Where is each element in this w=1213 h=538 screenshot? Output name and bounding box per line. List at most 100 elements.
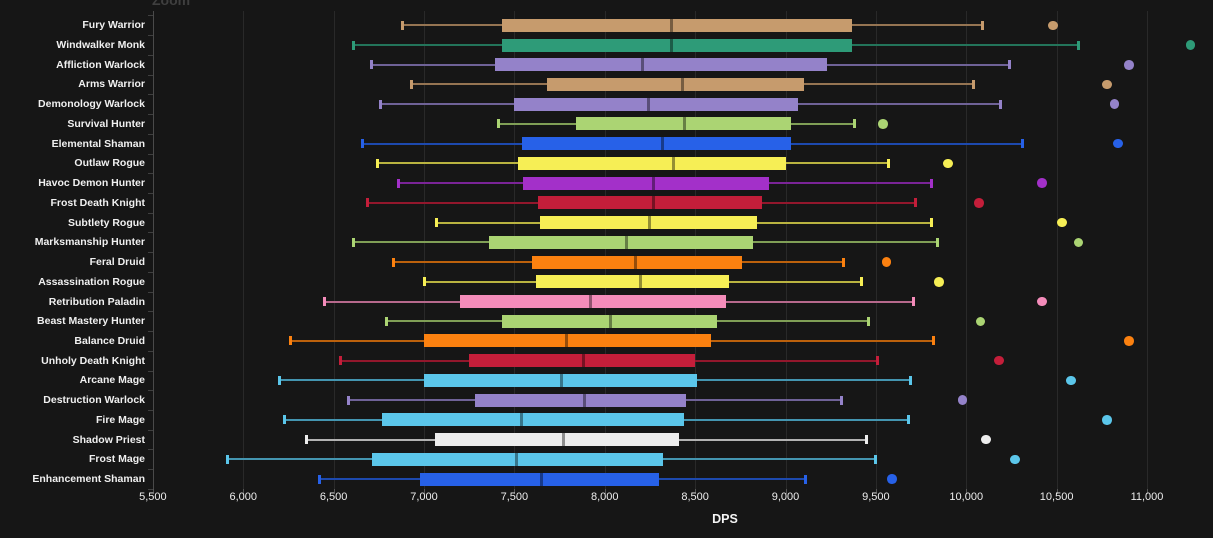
outlier-dot[interactable] xyxy=(1113,138,1123,149)
x-axis-tick-label: 9,500 xyxy=(862,491,890,503)
boxplot-median xyxy=(652,176,656,190)
boxplot-box[interactable] xyxy=(523,176,770,190)
row-label-warrior: Arms Warrior xyxy=(78,78,145,91)
boxplot-box[interactable] xyxy=(514,97,799,111)
boxplot-box[interactable] xyxy=(382,413,685,427)
outlier-dot[interactable] xyxy=(881,257,892,267)
y-axis-tick xyxy=(147,35,153,37)
y-axis-tick xyxy=(147,370,153,372)
whisker-cap-low xyxy=(400,20,404,30)
x-axis-tick xyxy=(1147,489,1148,494)
boxplot-median xyxy=(648,216,652,230)
boxplot-median xyxy=(652,196,656,210)
row-label-priest: Shadow Priest xyxy=(72,433,145,446)
whisker-cap-low xyxy=(361,139,365,149)
row-label-warlock: Destruction Warlock xyxy=(43,394,145,407)
outlier-dot[interactable] xyxy=(975,316,986,326)
y-axis-tick xyxy=(147,331,153,333)
gridline xyxy=(695,11,697,489)
whisker-cap-high xyxy=(1076,40,1080,50)
outlier-dot[interactable] xyxy=(994,355,1004,366)
row-label-hunter: Survival Hunter xyxy=(67,117,145,130)
boxplot-box[interactable] xyxy=(532,255,743,269)
y-axis-tick xyxy=(147,350,153,352)
boxplot-median xyxy=(639,275,643,289)
y-axis-tick xyxy=(147,291,153,293)
boxplot-box[interactable] xyxy=(501,38,853,52)
row-label-druid: Feral Druid xyxy=(89,256,145,269)
whisker-cap-high xyxy=(908,375,912,385)
outlier-dot[interactable] xyxy=(943,158,953,169)
row-label-rogue: Outlaw Rogue xyxy=(74,157,145,170)
boxplot-box[interactable] xyxy=(434,433,679,447)
boxplot-box[interactable] xyxy=(494,58,828,72)
row-label-hunter: Marksmanship Hunter xyxy=(34,236,145,249)
x-axis-tick xyxy=(514,489,516,494)
x-axis-tick xyxy=(966,489,968,494)
boxplot-box[interactable] xyxy=(521,137,791,151)
x-axis-tick-label: 8,000 xyxy=(590,491,619,503)
outlier-dot[interactable] xyxy=(981,434,991,445)
outlier-dot[interactable] xyxy=(1185,40,1196,50)
boxplot-box[interactable] xyxy=(501,18,853,32)
row-label-monk: Windwalker Monk xyxy=(56,39,145,52)
x-axis-tick xyxy=(604,489,606,494)
boxplot-median xyxy=(633,255,637,269)
boxplot-box[interactable] xyxy=(420,472,659,486)
outlier-dot[interactable] xyxy=(1124,60,1134,70)
outlier-dot[interactable] xyxy=(1102,415,1112,425)
x-axis-tick-label: 5,500 xyxy=(139,491,167,503)
y-axis-tick xyxy=(147,271,153,273)
outlier-dot[interactable] xyxy=(887,474,897,484)
x-axis-tick xyxy=(333,489,335,494)
outlier-dot[interactable] xyxy=(974,198,984,208)
whisker-cap-high xyxy=(840,395,844,405)
row-label-mage: Fire Mage xyxy=(95,413,145,426)
outlier-dot[interactable] xyxy=(1037,178,1047,188)
outlier-dot[interactable] xyxy=(1109,99,1120,109)
row-label-death-knight: Frost Death Knight xyxy=(50,196,146,209)
whisker-cap-high xyxy=(999,99,1003,109)
whisker-cap-high xyxy=(1008,60,1012,70)
row-label-death-knight: Unholy Death Knight xyxy=(41,354,145,367)
gridline xyxy=(1056,11,1058,489)
boxplot-box[interactable] xyxy=(546,77,804,91)
whisker-cap-high xyxy=(981,20,985,30)
y-axis-tick xyxy=(147,488,153,490)
gridline xyxy=(333,11,335,489)
x-axis-tick xyxy=(1056,489,1058,494)
boxplot-median xyxy=(581,354,585,368)
boxplot-box[interactable] xyxy=(518,156,786,170)
boxplot-box[interactable] xyxy=(539,216,757,230)
outlier-dot[interactable] xyxy=(1124,336,1134,346)
outlier-dot[interactable] xyxy=(1057,217,1067,228)
outlier-dot[interactable] xyxy=(1048,20,1058,31)
outlier-dot[interactable] xyxy=(878,119,888,129)
boxplot-median xyxy=(646,97,650,111)
boxplot-box[interactable] xyxy=(489,235,753,249)
boxplot-box[interactable] xyxy=(474,393,687,407)
row-label-mage: Frost Mage xyxy=(88,453,145,466)
outlier-dot[interactable] xyxy=(957,395,968,405)
gridline xyxy=(514,11,516,489)
boxplot-box[interactable] xyxy=(536,275,730,289)
whisker-cap-low xyxy=(496,119,500,129)
boxplot-box[interactable] xyxy=(460,295,726,309)
whisker-cap-high xyxy=(1020,139,1024,149)
boxplot-median xyxy=(671,156,675,170)
outlier-dot[interactable] xyxy=(1102,79,1112,90)
gridline xyxy=(966,11,968,489)
whisker-cap-high xyxy=(935,237,939,247)
boxplot-median xyxy=(540,472,543,486)
outlier-dot[interactable] xyxy=(934,277,944,287)
outlier-dot[interactable] xyxy=(1010,454,1020,465)
y-axis-line xyxy=(152,11,154,489)
boxplot-median xyxy=(670,18,674,32)
outlier-dot[interactable] xyxy=(1073,237,1084,248)
x-axis-tick-label: 11,000 xyxy=(1130,491,1164,503)
boxplot-box[interactable] xyxy=(537,196,762,210)
outlier-dot[interactable] xyxy=(1066,375,1076,386)
outlier-dot[interactable] xyxy=(1037,296,1047,307)
y-axis-tick xyxy=(147,94,153,96)
